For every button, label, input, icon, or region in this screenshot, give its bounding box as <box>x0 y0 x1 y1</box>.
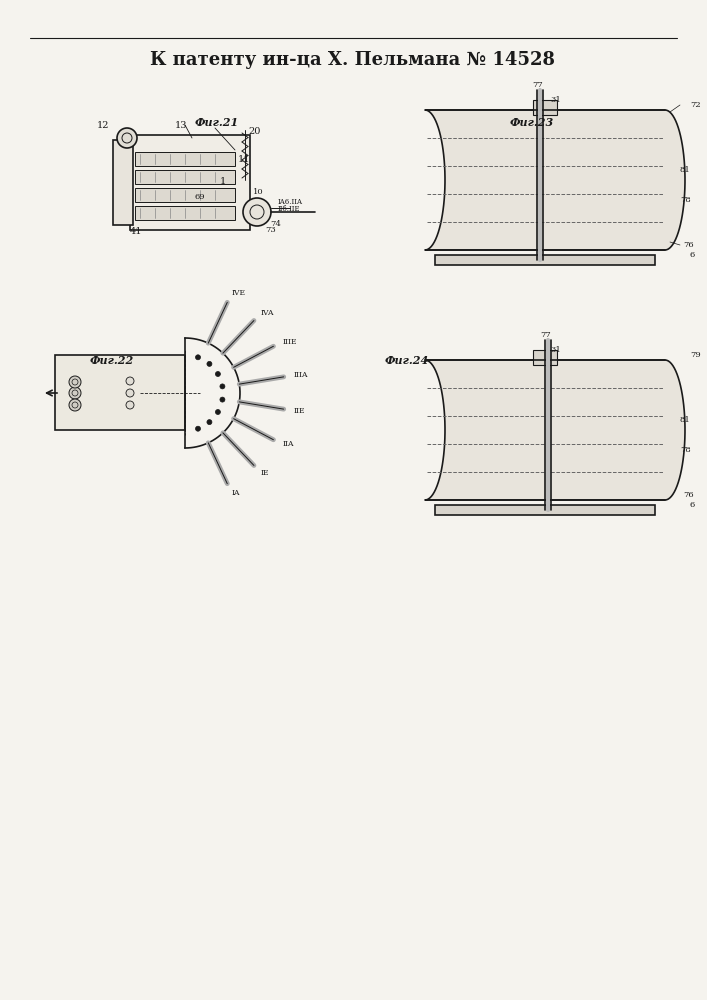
Circle shape <box>69 399 81 411</box>
Circle shape <box>207 361 212 366</box>
Circle shape <box>243 198 271 226</box>
Text: 77: 77 <box>540 331 551 339</box>
Text: 20: 20 <box>248 127 260 136</box>
Text: IVE: IVE <box>231 289 245 297</box>
Text: IIE: IIE <box>293 407 305 415</box>
Text: 6: 6 <box>690 251 695 259</box>
Text: Фиг.22: Фиг.22 <box>90 355 134 365</box>
Text: IE: IE <box>261 469 269 477</box>
Text: 78: 78 <box>680 196 691 204</box>
Circle shape <box>220 397 225 402</box>
Circle shape <box>196 355 201 360</box>
Text: Фиг.21: Фиг.21 <box>195 116 239 127</box>
Text: 76: 76 <box>683 491 694 499</box>
Text: 10: 10 <box>253 188 264 196</box>
Text: IA6.IIA: IA6.IIA <box>278 198 303 206</box>
Circle shape <box>196 426 201 431</box>
Text: К патенту ин-ца Х. Пельмана № 14528: К патенту ин-ца Х. Пельмана № 14528 <box>151 51 556 69</box>
Text: Фиг.24: Фиг.24 <box>385 355 429 365</box>
Text: IIA: IIA <box>282 440 293 448</box>
Circle shape <box>207 420 212 425</box>
Bar <box>130 135 250 230</box>
Text: 81: 81 <box>680 416 691 424</box>
Circle shape <box>69 387 81 399</box>
Text: 77: 77 <box>532 81 543 89</box>
Circle shape <box>216 371 221 376</box>
Text: Фиг.23: Фиг.23 <box>510 116 554 127</box>
Text: 31: 31 <box>550 96 561 104</box>
Circle shape <box>220 384 225 389</box>
Text: 31: 31 <box>550 346 561 354</box>
Bar <box>135 152 235 166</box>
Circle shape <box>69 376 81 388</box>
Text: 69: 69 <box>195 193 206 201</box>
Text: 1: 1 <box>220 178 226 186</box>
Bar <box>135 206 235 220</box>
Bar <box>533 100 557 115</box>
Bar <box>135 170 235 184</box>
Bar <box>55 355 185 430</box>
Bar <box>135 188 235 202</box>
Circle shape <box>126 377 134 385</box>
Text: 13: 13 <box>175 120 187 129</box>
Circle shape <box>216 410 221 414</box>
Text: 72: 72 <box>690 101 701 109</box>
Text: 12: 12 <box>96 121 109 130</box>
Circle shape <box>126 389 134 397</box>
Text: 11: 11 <box>238 155 250 164</box>
Polygon shape <box>425 360 685 500</box>
Bar <box>435 505 655 515</box>
Bar <box>435 255 655 265</box>
Text: IIIA: IIIA <box>293 371 308 379</box>
Text: 73: 73 <box>265 226 276 234</box>
Text: IVA: IVA <box>261 309 274 317</box>
Circle shape <box>126 401 134 409</box>
Polygon shape <box>425 110 685 250</box>
Text: 81: 81 <box>680 166 691 174</box>
Text: 79: 79 <box>690 351 701 359</box>
Circle shape <box>117 128 137 148</box>
Text: IIIE: IIIE <box>282 338 297 346</box>
Text: 41: 41 <box>130 228 143 236</box>
Text: 76: 76 <box>683 241 694 249</box>
Bar <box>113 140 133 225</box>
Bar <box>533 350 557 365</box>
Text: 74: 74 <box>270 220 281 228</box>
Text: 78: 78 <box>680 446 691 454</box>
Text: IIб.IIE: IIб.IIE <box>278 205 300 213</box>
Text: 6: 6 <box>690 501 695 509</box>
Text: IA: IA <box>231 489 240 497</box>
